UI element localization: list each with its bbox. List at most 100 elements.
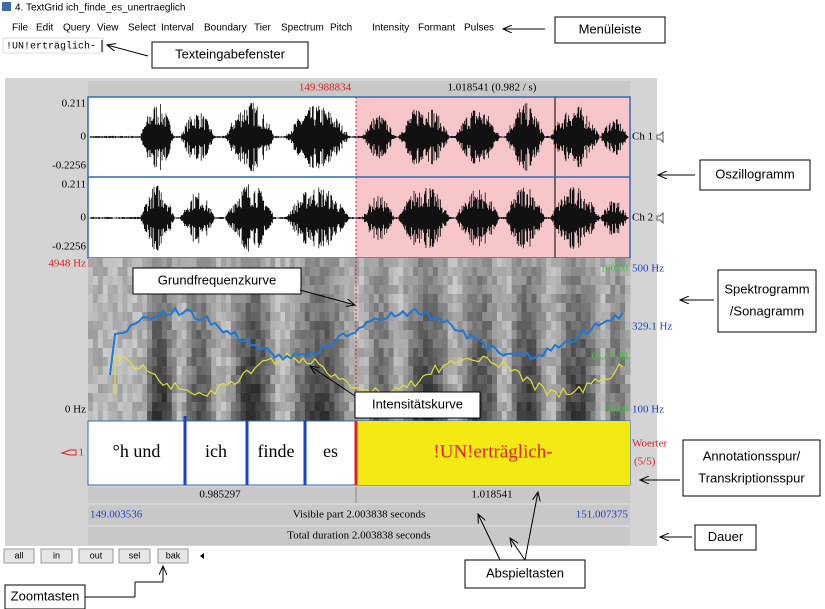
spectrogram-cell	[127, 384, 132, 394]
spectrogram-cell	[325, 348, 330, 358]
interval-label[interactable]: finde	[258, 441, 295, 461]
spectrogram-cell	[108, 402, 113, 412]
spectrogram-cell	[492, 411, 497, 421]
spectrogram-cell	[507, 312, 512, 322]
spectrogram-cell	[561, 357, 566, 367]
spectrogram-cell	[226, 339, 231, 349]
menu-item[interactable]: File	[12, 23, 29, 34]
spectrogram-cell	[329, 258, 334, 268]
spectrogram-cell	[556, 321, 561, 331]
spectrogram-cell	[482, 375, 487, 385]
spectrogram-cell	[132, 312, 137, 322]
spectrogram-cell	[251, 411, 256, 421]
menu-item[interactable]: Query	[63, 23, 90, 34]
spectrogram-cell	[270, 375, 275, 385]
spectrogram-cell	[329, 411, 334, 421]
spectrogram-cell	[566, 330, 571, 340]
spectrogram-cell	[295, 366, 300, 376]
spectrogram-cell	[305, 276, 310, 286]
spectrogram-cell	[152, 348, 157, 358]
spectrogram-cell	[556, 375, 561, 385]
spectrogram-cell	[108, 393, 113, 403]
spectrogram-cell	[591, 303, 596, 313]
spectrogram-cell	[546, 375, 551, 385]
spectrogram-cell	[458, 375, 463, 385]
spectrogram-cell	[300, 366, 305, 376]
menu-item[interactable]: Boundary	[204, 23, 247, 34]
spectrogram-cell	[241, 357, 246, 367]
pitch-label: 500 Hz	[632, 263, 664, 275]
spectrogram-cell	[334, 393, 339, 403]
spectrogram-cell	[251, 303, 256, 313]
button-label[interactable]: bak	[166, 550, 181, 560]
visible-start: 149.003536	[90, 509, 143, 521]
spectrogram-cell	[453, 303, 458, 313]
callout-label: Abspieltasten	[486, 565, 564, 580]
spectrogram-cell	[458, 312, 463, 322]
spectrogram-cell	[472, 312, 477, 322]
spectrogram-cell	[566, 384, 571, 394]
interval-label[interactable]: es	[323, 441, 338, 461]
spectrogram-cell	[541, 366, 546, 376]
duration-bar[interactable]	[88, 487, 630, 503]
spectrogram-cell	[182, 294, 187, 304]
spectrogram-cell	[433, 303, 438, 313]
interval-label[interactable]: °h und	[113, 441, 161, 461]
menu-item[interactable]: Select	[128, 23, 156, 34]
menu-item[interactable]: Formant	[418, 23, 455, 34]
spectrogram-cell	[532, 267, 537, 277]
spectrogram-cell	[561, 303, 566, 313]
spectrogram-cell	[315, 312, 320, 322]
spectrogram-cell	[108, 267, 113, 277]
spectrogram-cell	[123, 285, 128, 295]
spectrogram-cell	[467, 258, 472, 268]
spectrogram-cell	[118, 348, 123, 358]
button-label[interactable]: sel	[129, 550, 141, 560]
spectrogram-cell	[241, 321, 246, 331]
spectrogram-cell	[463, 312, 468, 322]
spectrogram-cell	[551, 312, 556, 322]
spectrogram-cell	[285, 312, 290, 322]
spectrogram-cell	[192, 384, 197, 394]
spectrogram-cell	[127, 267, 132, 277]
spectrogram-cell	[448, 339, 453, 349]
spectrogram-cell	[497, 276, 502, 286]
spectrogram-cell	[349, 357, 354, 367]
menu-item[interactable]: View	[97, 23, 119, 34]
spectrogram-cell	[502, 276, 507, 286]
spectrogram-cell	[576, 357, 581, 367]
spectrogram-cell	[226, 357, 231, 367]
spectrogram-cell	[246, 402, 251, 412]
interval-label[interactable]: !UN!erträglich-	[433, 441, 552, 462]
spectrogram-cell	[315, 258, 320, 268]
menu-item[interactable]: Interval	[161, 23, 194, 34]
spectrogram-cell	[591, 411, 596, 421]
spectrogram-cell	[477, 366, 482, 376]
spectrogram-cell	[196, 303, 201, 313]
menu-item[interactable]: Edit	[36, 23, 53, 34]
button-label[interactable]: in	[53, 550, 60, 560]
menu-item[interactable]: Intensity	[372, 23, 409, 34]
button-label[interactable]: out	[90, 550, 103, 560]
menu-item[interactable]: Tier	[254, 23, 272, 34]
spectrogram-cell	[625, 375, 630, 385]
interval-label[interactable]: ich	[205, 441, 227, 461]
menu-item[interactable]: Pitch	[330, 23, 352, 34]
spectrogram-cell	[211, 366, 216, 376]
spectrogram-cell	[517, 276, 522, 286]
spectrogram-cell	[108, 411, 113, 421]
spectrogram-cell	[443, 348, 448, 358]
spectrogram-cell	[403, 348, 408, 358]
spectrogram-cell	[147, 402, 152, 412]
menu-item[interactable]: Spectrum	[281, 23, 324, 34]
spectrogram-cell	[344, 411, 349, 421]
spectrogram-cell	[615, 393, 620, 403]
button-label[interactable]: all	[14, 550, 23, 560]
spectrogram-cell	[398, 330, 403, 340]
spectrogram-cell	[118, 258, 123, 268]
spectrogram-cell	[187, 348, 192, 358]
spectrogram-cell	[384, 366, 389, 376]
spectrogram-cell	[610, 321, 615, 331]
menu-item[interactable]: Pulses	[464, 23, 494, 34]
pitch-label: 100 Hz	[632, 404, 664, 416]
